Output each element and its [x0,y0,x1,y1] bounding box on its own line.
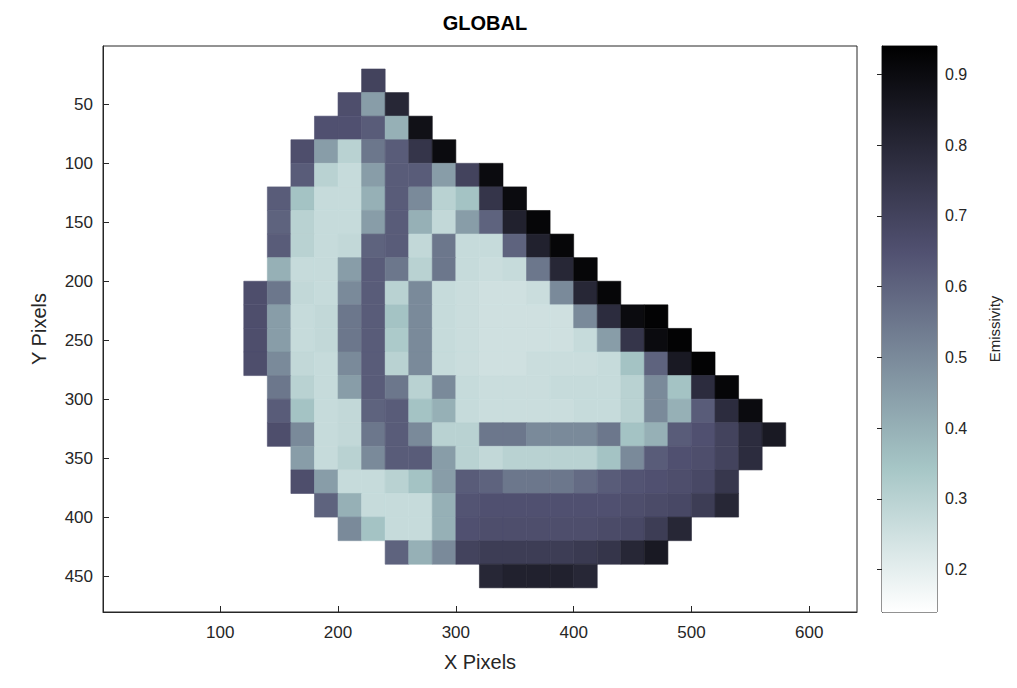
svg-text:200: 200 [65,272,93,291]
svg-text:0.3: 0.3 [945,490,967,507]
svg-text:0.7: 0.7 [945,207,967,224]
svg-text:600: 600 [795,623,823,642]
svg-text:450: 450 [65,567,93,586]
svg-text:Y Pixels: Y Pixels [28,293,50,365]
svg-text:0.8: 0.8 [945,137,967,154]
svg-text:Emissivity: Emissivity [986,295,1003,362]
svg-text:X Pixels: X Pixels [444,651,516,673]
svg-text:GLOBAL: GLOBAL [443,12,527,34]
svg-text:0.5: 0.5 [945,349,967,366]
svg-text:100: 100 [206,623,234,642]
svg-text:0.9: 0.9 [945,66,967,83]
svg-text:150: 150 [65,213,93,232]
svg-text:300: 300 [442,623,470,642]
svg-text:0.4: 0.4 [945,420,967,437]
svg-text:250: 250 [65,331,93,350]
svg-text:350: 350 [65,449,93,468]
svg-text:0.6: 0.6 [945,278,967,295]
svg-text:200: 200 [324,623,352,642]
svg-text:400: 400 [65,508,93,527]
svg-text:400: 400 [559,623,587,642]
svg-text:50: 50 [74,95,93,114]
svg-text:300: 300 [65,390,93,409]
svg-text:0.2: 0.2 [945,561,967,578]
svg-text:100: 100 [65,154,93,173]
svg-text:500: 500 [677,623,705,642]
